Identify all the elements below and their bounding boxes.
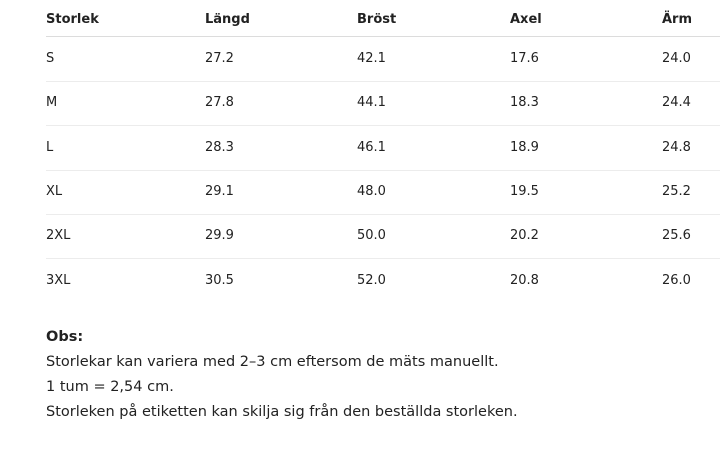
- measurement: 29.1: [205, 183, 234, 199]
- measurement: 30.5: [205, 272, 234, 288]
- row-divider: [46, 125, 720, 127]
- measurement: 25.6: [662, 228, 691, 244]
- column-header: Längd: [205, 12, 250, 27]
- measurement: 27.8: [205, 95, 234, 111]
- note-line: Storleken på etiketten kan skilja sig fr…: [46, 404, 518, 420]
- size-label: 3XL: [46, 272, 71, 288]
- measurement: 18.3: [510, 95, 539, 111]
- size-label: XL: [46, 183, 63, 199]
- measurement: 24.8: [662, 139, 691, 155]
- row-divider: [46, 81, 720, 82]
- measurement: 20.2: [510, 228, 539, 244]
- measurement: 27.2: [205, 51, 234, 66]
- measurement: 17.6: [510, 51, 539, 66]
- measurement: 28.3: [205, 139, 234, 155]
- row-divider: [46, 169, 720, 171]
- column-header: Bröst: [357, 12, 397, 27]
- notes-title: Obs:: [46, 329, 84, 345]
- measurement: 24.0: [662, 51, 691, 66]
- measurement: 50.0: [357, 228, 386, 244]
- measurement: 29.9: [205, 228, 234, 244]
- measurement: 18.9: [510, 139, 539, 155]
- measurement: 46.1: [357, 139, 386, 155]
- row-divider: [46, 258, 720, 260]
- size-label: S: [46, 51, 55, 66]
- size-label: L: [46, 139, 54, 155]
- note-line: 1 tum = 2,54 cm.: [46, 379, 174, 395]
- measurement: 52.0: [357, 272, 386, 288]
- note-line: Storlekar kan variera med 2–3 cm efterso…: [46, 354, 499, 370]
- size-label: 2XL: [46, 228, 71, 244]
- measurement: 19.5: [510, 183, 539, 199]
- measurement: 42.1: [357, 51, 386, 66]
- measurement: 26.0: [662, 272, 691, 288]
- measurement: 24.4: [662, 95, 691, 111]
- row-divider: [46, 213, 720, 215]
- column-header: Ärm: [662, 12, 693, 27]
- size-label: M: [46, 95, 58, 111]
- header-divider: [46, 36, 720, 37]
- column-header: Axel: [510, 12, 542, 27]
- measurement: 25.2: [662, 183, 691, 199]
- measurement: 20.8: [510, 272, 539, 288]
- measurement: 48.0: [357, 183, 386, 199]
- measurement: 44.1: [357, 95, 386, 111]
- column-header: Storlek: [46, 12, 99, 27]
